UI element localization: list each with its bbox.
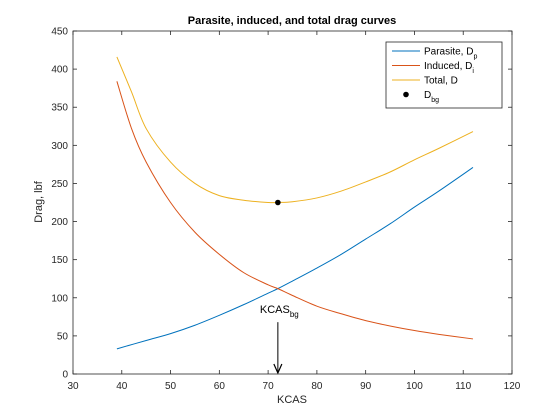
y-tick-label: 0: [62, 370, 68, 381]
axes-box: [72, 30, 513, 375]
annotation-layer: KCASbg: [260, 199, 299, 375]
x-tick-label: 40: [116, 381, 128, 392]
y-axis-label: Drag, lbf: [33, 180, 45, 223]
series-line-1: [116, 81, 474, 340]
y-tick-label: 400: [51, 65, 68, 76]
legend-label-3: Dbg: [424, 90, 439, 104]
legend-label-1: Induced, Di: [424, 61, 474, 75]
x-tick-label: 90: [360, 381, 372, 392]
series-line-0: [116, 167, 474, 350]
y-tick-label: 250: [51, 179, 68, 190]
x-tick-label: 60: [214, 381, 226, 392]
y-tick-label: 150: [51, 255, 68, 266]
x-tick-label: 110: [455, 381, 471, 392]
chart-title: Parasite, induced, and total drag curves: [188, 15, 396, 27]
x-tick-label: 30: [67, 381, 79, 392]
x-tick-label: 100: [406, 381, 423, 392]
y-tick-label: 100: [51, 293, 68, 304]
legend-label-2: Total, D: [424, 76, 458, 87]
legend-swatch-3: [403, 91, 409, 98]
x-tick-label: 70: [263, 381, 275, 392]
legend-label-0: Parasite, Dp: [424, 47, 477, 61]
x-tick-label: 50: [165, 381, 177, 392]
annotation-arrow-head: [273, 363, 283, 375]
y-tick-label: 50: [57, 331, 69, 342]
x-axis-label: KCAS: [277, 394, 307, 406]
marker-point-0: [275, 199, 281, 206]
y-tick-label: 300: [51, 141, 68, 152]
y-tick-label: 450: [51, 27, 68, 38]
annotation-label: KCASbg: [260, 304, 299, 319]
y-tick-label: 350: [51, 103, 68, 114]
ticks-layer: 30 40 50 60 70 80 90 100 110 120 0 50 100 150 200 250 30…: [51, 27, 520, 393]
x-tick-label: 120: [504, 381, 521, 392]
y-tick-label: 200: [51, 217, 68, 228]
x-tick-label: 80: [311, 381, 323, 392]
